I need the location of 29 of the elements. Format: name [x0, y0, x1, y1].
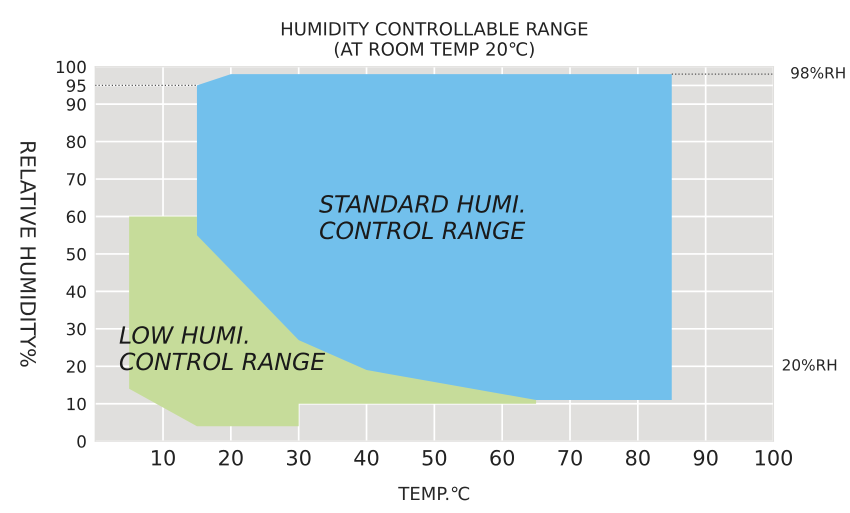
x-tick-label: 90 [694, 450, 718, 466]
annotation: 98%RH [791, 67, 845, 79]
chart-title: HUMIDITY CONTROLLABLE RANGE (AT ROOM TEMP 20℃) [282, 22, 588, 58]
y-tick-label: 90 [66, 98, 86, 111]
y-tick-label: 80 [66, 136, 86, 148]
x-tick-label: 60 [490, 450, 514, 466]
y-tick-label: 0 [77, 435, 86, 448]
x-tick-label: 20 [219, 450, 243, 466]
series-label: STANDARD HUMI. CONTROL RANGE [319, 194, 526, 240]
x-tick-label: 70 [558, 450, 582, 466]
x-tick-label: 10 [152, 450, 175, 466]
x-tick-label: 40 [354, 450, 378, 466]
y-tick-label: 40 [66, 285, 86, 298]
x-tick-label: 30 [287, 450, 311, 466]
y-tick-label: 30 [66, 322, 86, 336]
y-axis-title: RELATIVE HUMIDITY% [20, 142, 36, 367]
x-tick-label: 80 [626, 450, 650, 466]
y-tick-label: 95 [66, 79, 86, 92]
text: 20%RH [782, 359, 836, 371]
y-tick-label: 50 [66, 248, 86, 261]
x-axis-title: TEMP.℃ [398, 486, 470, 500]
series-label: LOW HUMI. CONTROL RANGE [120, 326, 326, 370]
y-tick-label: 20 [66, 360, 86, 373]
x-tick-label: 100 [756, 450, 792, 466]
y-tick-label: 10 [67, 398, 86, 410]
y-tick-label: 60 [66, 210, 86, 224]
y-tick-label: 70 [67, 173, 86, 186]
x-tick-label: 50 [422, 450, 446, 466]
y-tick-label: 100 [56, 60, 86, 74]
